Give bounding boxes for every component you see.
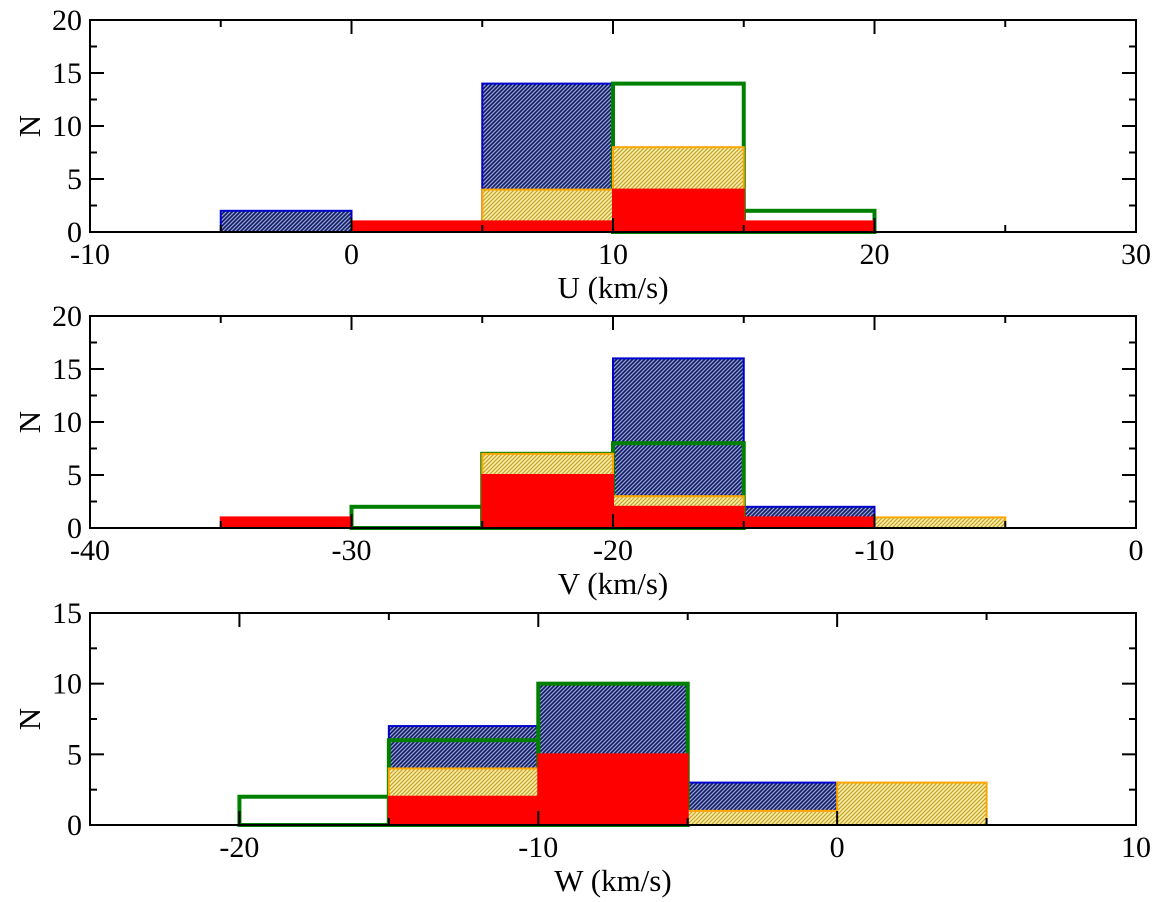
panel-v-bar (742, 516, 876, 530)
x-tick-label: -10 (855, 534, 895, 567)
panel-v-bar (873, 516, 1007, 530)
panel-v-xlabel: V (km/s) (558, 566, 669, 601)
panel-v-bars (219, 357, 1007, 531)
x-tick-label: 30 (1121, 238, 1151, 271)
panel-u-ylabel: N (12, 115, 47, 137)
panel-v-bar (349, 504, 485, 530)
panel-w-bar (836, 781, 988, 826)
x-tick-label: -40 (70, 534, 110, 567)
x-tick-label: 0 (830, 831, 845, 864)
y-tick-label: 0 (67, 216, 82, 249)
y-tick-label: 0 (67, 512, 82, 545)
panel-u-bar (742, 220, 876, 233)
x-tick-label: 20 (860, 238, 890, 271)
panel-v-bar (481, 474, 614, 529)
y-tick-label: 5 (67, 459, 82, 492)
x-tick-label: -30 (332, 534, 372, 567)
y-tick-label: 15 (52, 597, 82, 630)
panel-w: -20 -10 0 10 0 5 10 15 W (km/s) N (12, 597, 1151, 898)
y-tick-label: 10 (52, 110, 82, 143)
panel-v-ylabel: N (12, 411, 47, 433)
panel-w-bars (237, 681, 988, 828)
panel-v-ticks: -40 -30 -20 -10 0 0 5 10 15 20 (52, 300, 1144, 567)
y-tick-label: 0 (67, 809, 82, 842)
panel-u-xlabel: U (km/s) (557, 270, 668, 305)
panel-v-bar (612, 505, 745, 529)
panel-w-xlabel: W (km/s) (554, 863, 671, 898)
y-tick-label: 10 (52, 406, 82, 439)
panel-u-bars (219, 81, 877, 235)
panel-w-ylabel: N (12, 708, 47, 730)
panel-v: -40 -30 -20 -10 0 0 5 10 15 20 V (km/s) N (12, 300, 1144, 601)
panel-u-bar (481, 220, 614, 233)
panel-u-bar (612, 188, 745, 234)
panel-w-bar (237, 794, 391, 828)
y-tick-label: 20 (52, 4, 82, 37)
x-tick-label: 10 (1121, 831, 1151, 864)
panel-u-bar (350, 220, 484, 233)
panel-v-series-3 (219, 474, 876, 530)
panel-w-bar (537, 753, 689, 826)
y-tick-label: 20 (52, 300, 82, 333)
x-tick-label: -10 (518, 831, 558, 864)
panel-v-bar (219, 516, 353, 530)
y-tick-label: 15 (52, 353, 82, 386)
y-tick-label: 5 (67, 738, 82, 771)
y-tick-label: 10 (52, 668, 82, 701)
y-tick-label: 15 (52, 57, 82, 90)
x-tick-label: -20 (219, 831, 259, 864)
x-tick-label: 0 (344, 238, 359, 271)
x-tick-label: 0 (1129, 534, 1144, 567)
panel-w-bar (686, 809, 839, 826)
x-tick-label: 10 (598, 238, 628, 271)
x-tick-label: -20 (593, 534, 633, 567)
y-tick-label: 5 (67, 163, 82, 196)
x-tick-label: -10 (70, 238, 110, 271)
panel-w-ticks: -20 -10 0 10 0 5 10 15 (52, 597, 1151, 864)
panel-w-bar (387, 795, 540, 827)
panel-u-bar (219, 209, 353, 234)
